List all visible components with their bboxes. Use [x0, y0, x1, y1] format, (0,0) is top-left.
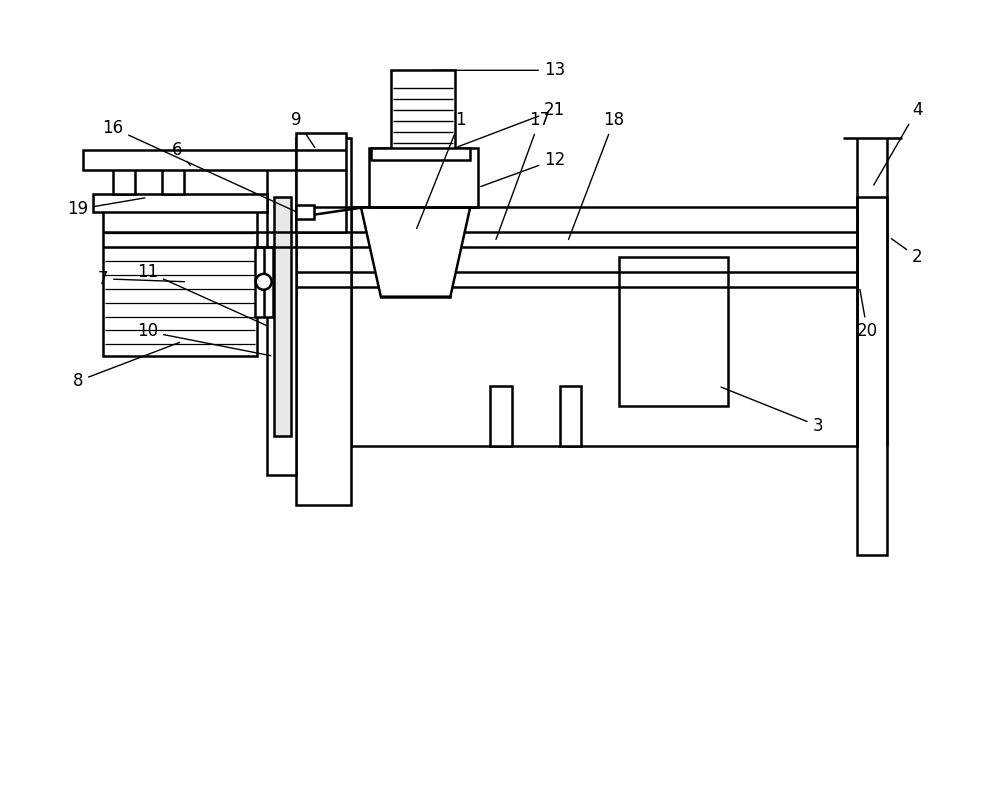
Text: 20: 20 — [857, 289, 878, 340]
Bar — [255, 247, 273, 317]
Bar — [93, 194, 267, 212]
Text: 8: 8 — [73, 343, 180, 390]
Bar — [296, 133, 346, 232]
Bar — [296, 138, 351, 505]
Text: 2: 2 — [891, 239, 922, 266]
Bar — [162, 167, 184, 194]
Bar — [267, 167, 296, 476]
Polygon shape — [361, 208, 470, 296]
Circle shape — [256, 274, 272, 290]
Text: 11: 11 — [137, 263, 266, 325]
Bar — [296, 205, 314, 219]
Text: 18: 18 — [569, 111, 625, 240]
Bar — [371, 148, 470, 160]
Bar — [391, 70, 455, 149]
Bar — [381, 208, 450, 296]
Bar — [369, 148, 478, 208]
Bar — [857, 197, 887, 555]
Text: 17: 17 — [496, 111, 550, 240]
Text: 1: 1 — [417, 111, 466, 229]
Text: 16: 16 — [102, 119, 297, 212]
Bar — [490, 386, 512, 446]
Bar — [619, 257, 728, 406]
Text: 12: 12 — [481, 151, 565, 186]
Bar — [113, 167, 135, 194]
Text: 6: 6 — [172, 141, 190, 166]
Text: 10: 10 — [137, 322, 271, 356]
Text: 4: 4 — [874, 101, 922, 185]
Text: 7: 7 — [98, 270, 184, 288]
Bar — [274, 197, 291, 435]
Text: 21: 21 — [458, 101, 565, 147]
Bar — [103, 208, 257, 356]
Text: 19: 19 — [67, 198, 145, 219]
Text: 3: 3 — [721, 387, 823, 435]
Bar — [560, 386, 581, 446]
Text: 9: 9 — [291, 111, 315, 148]
Bar — [83, 149, 296, 170]
Text: 13: 13 — [433, 61, 565, 79]
Bar — [351, 208, 857, 446]
